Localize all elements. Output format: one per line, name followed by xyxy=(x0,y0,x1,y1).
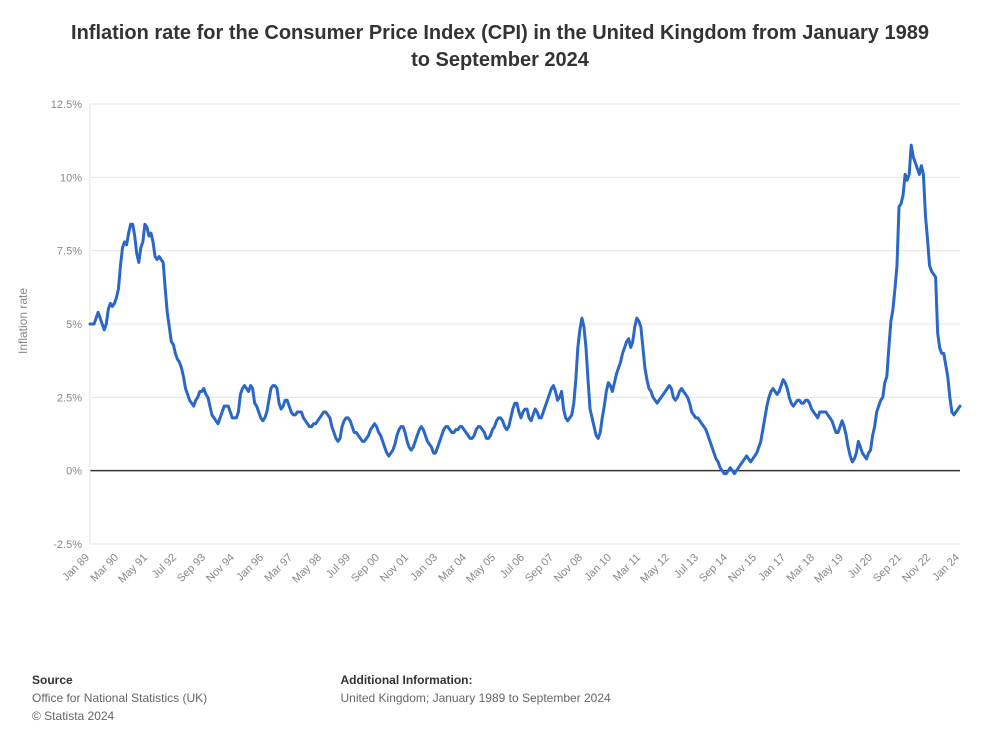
svg-text:2.5%: 2.5% xyxy=(57,392,82,404)
svg-text:0%: 0% xyxy=(66,466,82,478)
info-heading: Additional Information: xyxy=(341,671,611,689)
info-line: United Kingdom; January 1989 to Septembe… xyxy=(341,689,611,707)
svg-text:-2.5%: -2.5% xyxy=(53,539,82,551)
svg-text:10%: 10% xyxy=(60,172,82,184)
chart-footer: Source Office for National Statistics (U… xyxy=(32,671,972,725)
y-axis-title: Inflation rate xyxy=(16,288,30,354)
source-line: Office for National Statistics (UK) xyxy=(32,689,207,707)
copyright-line: © Statista 2024 xyxy=(32,707,207,725)
chart-container: Inflation rate -2.5%0%2.5%5%7.5%10%12.5%… xyxy=(20,84,980,664)
svg-text:12.5%: 12.5% xyxy=(51,99,82,111)
source-heading: Source xyxy=(32,671,207,689)
svg-text:7.5%: 7.5% xyxy=(57,246,82,258)
svg-text:5%: 5% xyxy=(66,319,82,331)
line-chart: -2.5%0%2.5%5%7.5%10%12.5%Jan 89Mar 90May… xyxy=(20,84,980,664)
chart-title: Inflation rate for the Consumer Price In… xyxy=(60,20,940,74)
